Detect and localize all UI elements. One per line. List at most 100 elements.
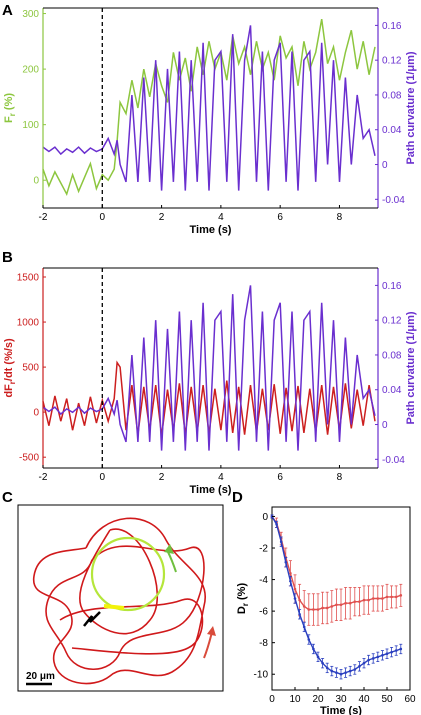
data-point bbox=[325, 606, 329, 610]
data-point bbox=[371, 597, 375, 600]
data-point bbox=[321, 661, 324, 665]
y-tick-label: -10 bbox=[254, 670, 269, 681]
y-tick-label: -8 bbox=[259, 638, 268, 649]
y-right-axis-title: Path curvature (1/μm) bbox=[405, 51, 417, 164]
data-point bbox=[362, 598, 366, 602]
data-point bbox=[321, 606, 324, 610]
panel-letter-b: B bbox=[2, 249, 13, 266]
y-right-tick-label: 0.12 bbox=[382, 316, 402, 327]
x-tick-label: 8 bbox=[337, 212, 343, 223]
panel-letter-c: C bbox=[2, 489, 13, 506]
y-right-tick-label: 0.04 bbox=[382, 385, 402, 396]
worm-arrow-icon bbox=[83, 611, 101, 627]
y-right-tick-label: 0.12 bbox=[382, 56, 402, 67]
x-tick-label: 8 bbox=[337, 472, 343, 483]
y-left-tick-label: 1500 bbox=[17, 273, 40, 284]
data-point bbox=[279, 540, 283, 544]
panel-b: -2 0 2 4 6 8 -500 0 500 1000 1500 -0.04 0 0.04 0.08 0.1… bbox=[3, 267, 417, 496]
y-left-tick-label: 0 bbox=[33, 176, 39, 187]
y-right-tick-label: 0 bbox=[382, 160, 388, 171]
y-tick-label: -6 bbox=[259, 607, 268, 618]
data-point bbox=[312, 647, 315, 651]
data-point bbox=[344, 601, 347, 605]
x-tick-label: 0 bbox=[100, 472, 106, 483]
data-point bbox=[289, 571, 292, 575]
y-tick-label: -4 bbox=[259, 575, 268, 586]
panel-letter-d: D bbox=[232, 489, 243, 506]
data-point bbox=[316, 655, 320, 659]
series-line-left bbox=[42, 18, 376, 197]
data-point bbox=[275, 523, 278, 526]
y-right-axis-title: Path curvature (1/μm) bbox=[405, 311, 417, 424]
data-point bbox=[330, 605, 334, 608]
y-left-tick-label: 100 bbox=[22, 120, 39, 131]
x-tick-label: 4 bbox=[218, 212, 224, 223]
trajectory-path bbox=[33, 517, 207, 685]
data-point bbox=[339, 672, 343, 676]
data-point bbox=[316, 608, 320, 611]
data-point bbox=[390, 650, 393, 654]
x-tick-label: 0 bbox=[269, 694, 275, 705]
data-point bbox=[312, 608, 315, 611]
data-point bbox=[385, 652, 389, 656]
data-point bbox=[381, 653, 384, 657]
data-point bbox=[298, 598, 301, 602]
x-tick-label: 20 bbox=[312, 694, 324, 705]
x-axis-title: Time (s) bbox=[190, 224, 232, 236]
data-point bbox=[376, 655, 380, 659]
panel-a: -2 0 2 4 6 8 0 100 200 300 -0.04 0 0.04 0.08 0.12 0.16 T… bbox=[3, 7, 417, 236]
x-tick-label: -2 bbox=[39, 212, 48, 223]
x-tick-label: 6 bbox=[277, 472, 283, 483]
data-point bbox=[376, 597, 380, 600]
x-axis-title: Time (s) bbox=[320, 705, 362, 715]
data-point bbox=[307, 608, 311, 611]
y-left-tick-label: -500 bbox=[19, 453, 39, 464]
x-tick-label: 6 bbox=[277, 212, 283, 223]
x-tick-label: 10 bbox=[289, 694, 301, 705]
x-tick-label: 40 bbox=[358, 694, 370, 705]
y-right-tick-label: 0.08 bbox=[382, 90, 402, 101]
data-point bbox=[298, 612, 301, 616]
panel-c: 20 μm bbox=[17, 504, 224, 692]
y-tick-label: -2 bbox=[259, 544, 268, 555]
y-left-tick-label: 0 bbox=[33, 408, 39, 419]
panel-c-frame bbox=[17, 504, 224, 692]
scale-bar-label: 20 μm bbox=[26, 671, 55, 682]
y-left-tick-label: 200 bbox=[22, 65, 39, 76]
highlight-circle bbox=[90, 536, 166, 612]
y-left-axis-title: Fr (%) bbox=[3, 93, 17, 123]
y-left-tick-label: 1000 bbox=[17, 318, 40, 329]
data-point bbox=[335, 671, 338, 674]
x-tick-label: -2 bbox=[39, 472, 48, 483]
data-point bbox=[307, 638, 311, 641]
data-point bbox=[302, 605, 306, 608]
data-point bbox=[358, 665, 361, 668]
x-tick-label: 2 bbox=[159, 212, 165, 223]
x-tick-label: 30 bbox=[335, 694, 347, 705]
data-point bbox=[367, 658, 370, 662]
y-tick-label: 0 bbox=[262, 512, 268, 523]
series-line-left bbox=[42, 360, 376, 436]
data-point bbox=[293, 587, 297, 591]
red-direction-arrow-icon bbox=[203, 631, 213, 659]
x-tick-label: 50 bbox=[381, 694, 393, 705]
data-point bbox=[348, 601, 352, 605]
y-axis-title: Dr (%) bbox=[236, 583, 250, 615]
data-point bbox=[381, 597, 384, 600]
y-right-tick-label: -0.04 bbox=[382, 455, 405, 466]
data-point bbox=[284, 560, 288, 564]
data-point bbox=[325, 666, 329, 670]
data-point bbox=[353, 600, 357, 603]
y-left-axis-title: dFr/dt (%/s) bbox=[3, 338, 17, 398]
data-point bbox=[362, 661, 366, 665]
y-right-tick-label: 0.16 bbox=[382, 281, 402, 292]
data-point bbox=[385, 595, 389, 599]
data-point bbox=[394, 595, 398, 599]
y-right-tick-label: 0.04 bbox=[382, 125, 402, 136]
data-point bbox=[390, 595, 393, 599]
y-right-tick-label: 0.08 bbox=[382, 350, 402, 361]
series-line-right bbox=[42, 25, 376, 191]
data-point bbox=[335, 603, 338, 607]
data-point bbox=[371, 657, 375, 660]
x-tick-label: 4 bbox=[218, 472, 224, 483]
